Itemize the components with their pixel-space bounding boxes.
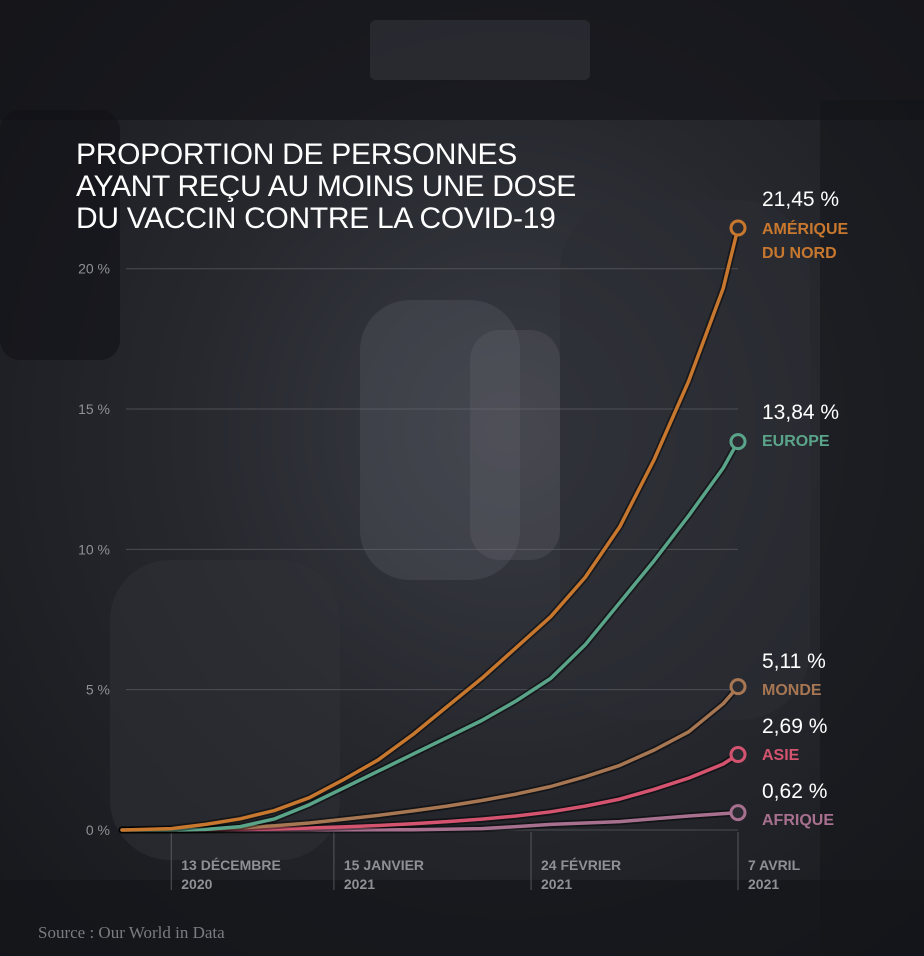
series-name-asie: ASIE <box>762 747 800 764</box>
series-name-monde: MONDE <box>762 682 822 699</box>
series-line-am-rique-du-nord <box>120 226 740 832</box>
value-label-afrique: 0,62 % <box>762 780 827 803</box>
x-axis: 13 DÉCEMBRE 2020 15 JANVIER 2021 24 FÉVRIER 2… <box>170 832 801 892</box>
value-label-asie: 2,69 % <box>762 715 827 738</box>
title-line-2: AYANT REÇU AU MOINS UNE DOSE <box>76 170 576 203</box>
value-label-monde: 5,11 % <box>762 650 826 673</box>
x-tick-year: 2021 <box>748 876 779 892</box>
chart-title: PROPORTION DE PERSONNES AYANT REÇU AU MO… <box>76 138 576 235</box>
source-note: Source : Our World in Data <box>38 923 225 942</box>
value-label-am-rique-du-nord: 21,45 % <box>762 188 839 211</box>
endpoint-europe <box>729 433 747 451</box>
x-tick-year: 2021 <box>541 876 572 892</box>
y-tick-label: 0 % <box>86 822 110 838</box>
x-tick-label: 15 JANVIER <box>344 857 424 873</box>
y-tick-label: 5 % <box>86 682 110 698</box>
series-line-monde <box>120 684 740 832</box>
endpoint-asie <box>729 746 747 764</box>
series-name-am-rique-du-nord: AMÉRIQUE <box>762 219 849 238</box>
y-tick-label: 20 % <box>78 261 110 277</box>
x-tick-label: 24 FÉVRIER <box>541 857 621 873</box>
series-labels: 0,62 % AFRIQUE 2,69 % ASIE 5,11 % MONDE 13,84 … <box>762 188 849 829</box>
endpoint-afrique <box>729 804 747 822</box>
grid: 0 % 5 % 10 % 15 % 20 % <box>78 261 738 838</box>
series-name-europe: EUROPE <box>762 433 830 450</box>
y-tick-label: 15 % <box>78 401 110 417</box>
x-tick-label: 13 DÉCEMBRE <box>181 857 281 873</box>
title-line-1: PROPORTION DE PERSONNES <box>76 138 517 171</box>
series-name-am-rique-du-nord: DU NORD <box>762 245 837 262</box>
y-tick-label: 10 % <box>78 541 110 557</box>
series-name-afrique: AFRIQUE <box>762 812 834 829</box>
series-line-afrique <box>120 810 740 832</box>
x-tick-label: 7 AVRIL <box>748 857 801 873</box>
value-label-europe: 13,84 % <box>762 401 839 424</box>
series-shadow-am-rique-du-nord <box>118 224 742 834</box>
endpoint-monde <box>729 678 747 696</box>
x-tick-year: 2020 <box>181 876 212 892</box>
title-line-3: DU VACCIN CONTRE LA COVID-19 <box>76 202 555 235</box>
series-lines <box>118 219 747 834</box>
x-tick-year: 2021 <box>344 876 375 892</box>
endpoint-am-rique-du-nord <box>729 219 747 237</box>
series-shadow-europe <box>118 438 742 834</box>
series-line-europe <box>120 439 740 832</box>
